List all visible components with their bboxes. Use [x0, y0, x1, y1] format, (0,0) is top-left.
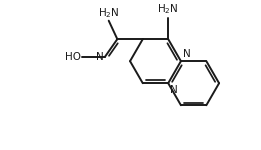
- Text: HO: HO: [65, 52, 81, 62]
- Text: N: N: [96, 52, 104, 62]
- Text: N: N: [183, 49, 191, 59]
- Text: H$_2$N: H$_2$N: [157, 2, 179, 16]
- Text: N: N: [170, 85, 178, 95]
- Text: H$_2$N: H$_2$N: [98, 6, 120, 20]
